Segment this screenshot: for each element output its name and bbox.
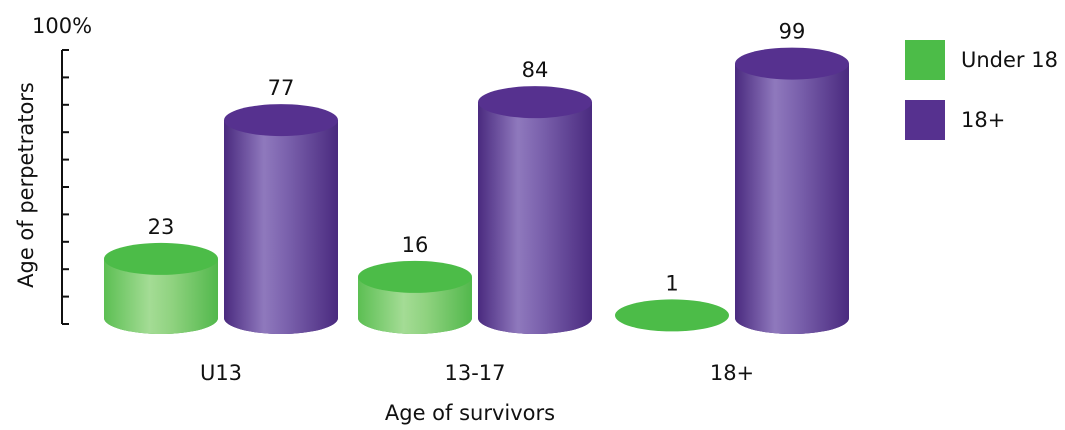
bar-18-plus-0 — [224, 104, 338, 334]
category-labels: U13 13-17 18+ — [200, 361, 754, 385]
bars — [104, 47, 849, 334]
legend-item-under-18: Under 18 — [905, 40, 1058, 80]
y-top-label: 100% — [32, 14, 92, 38]
bar-18-plus-2 — [735, 47, 849, 334]
x-axis-label: Age of survivors — [385, 401, 555, 425]
category-label-1: 13-17 — [444, 361, 505, 385]
legend-label-under-18: Under 18 — [961, 48, 1058, 72]
value-label-under-18-2: 1 — [665, 271, 678, 295]
category-label-0: U13 — [200, 361, 242, 385]
value-labels: 23 77 16 84 1 99 — [148, 20, 806, 296]
legend-label-18-plus: 18+ — [961, 108, 1006, 132]
legend-swatch-18-plus — [905, 100, 945, 140]
legend-item-18-plus: 18+ — [905, 100, 1058, 140]
legend-swatch-under-18 — [905, 40, 945, 80]
y-axis-label: Age of perpetrators — [14, 82, 38, 288]
bar-18-plus-1 — [478, 86, 592, 334]
bar-under-18-2 — [615, 299, 729, 332]
y-axis — [61, 49, 69, 325]
category-label-2: 18+ — [710, 361, 754, 385]
value-label-18-plus-1: 84 — [522, 58, 549, 82]
value-label-under-18-0: 23 — [148, 215, 175, 239]
value-label-18-plus-2: 99 — [779, 20, 806, 44]
bar-under-18-0 — [104, 242, 218, 334]
value-label-18-plus-0: 77 — [268, 76, 295, 100]
bar-under-18-1 — [358, 260, 472, 334]
value-label-under-18-1: 16 — [402, 233, 429, 257]
legend: Under 18 18+ — [905, 40, 1058, 160]
